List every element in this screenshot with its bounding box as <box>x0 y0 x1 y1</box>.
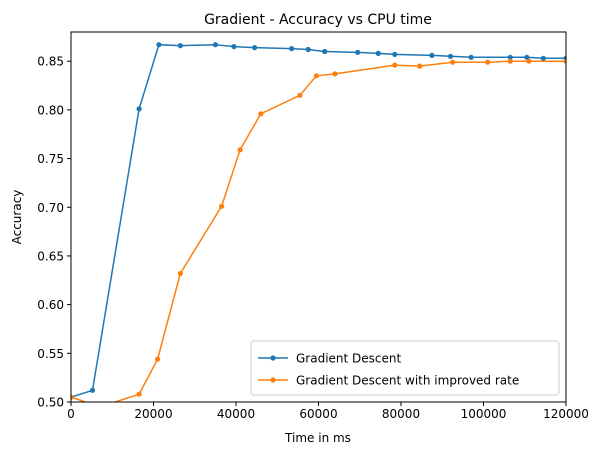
series-1-point-4 <box>177 270 183 277</box>
y-tick-label: 0.60 <box>37 298 64 312</box>
x-tick-label: 0 <box>67 407 75 421</box>
series-0-point-4 <box>177 43 183 49</box>
x-tick-label: 60000 <box>299 407 337 421</box>
series-1-point-17 <box>563 58 566 64</box>
series-1-point-10 <box>332 71 338 77</box>
series-1-point-11 <box>392 62 398 68</box>
y-axis-label: Accuracy <box>10 190 24 245</box>
series-line-1 <box>71 60 566 402</box>
chart-title: Gradient - Accuracy vs CPU time <box>204 12 432 28</box>
y-tick-label: 0.50 <box>37 396 64 410</box>
x-tick-label: 40000 <box>217 407 255 421</box>
series-1-point-6 <box>237 147 243 153</box>
series-1-point-8 <box>297 92 303 98</box>
series-0-point-6 <box>231 44 237 50</box>
series-1-point-16 <box>526 58 532 64</box>
series-0-point-14 <box>429 52 435 59</box>
series-1-point-7 <box>258 111 264 117</box>
y-tick-label: 0.65 <box>37 249 64 263</box>
plot-area <box>71 42 566 409</box>
y-tick-label: 0.75 <box>37 152 64 166</box>
series-1-point-14 <box>485 59 491 65</box>
series-0-point-13 <box>392 51 398 58</box>
y-tick-label: 0.70 <box>37 201 64 215</box>
series-0-point-12 <box>375 50 381 57</box>
series-0-point-3 <box>156 42 162 48</box>
series-1-point-1 <box>97 404 102 409</box>
series-1-point-0 <box>71 394 74 400</box>
series-1-point-13 <box>450 59 456 65</box>
series-1-point-12 <box>417 63 423 69</box>
series-0-point-9 <box>305 46 311 53</box>
series-0-point-18 <box>524 54 530 60</box>
y-tick-label: 0.80 <box>37 103 64 117</box>
y-tick-label: 0.55 <box>37 347 64 361</box>
legend-marker-improved-rate <box>270 377 276 383</box>
series-0-point-15 <box>447 53 454 59</box>
series-1-point-9 <box>313 73 319 79</box>
legend-label-gradient-descent: Gradient Descent <box>296 352 402 366</box>
series-0-point-7 <box>252 45 258 51</box>
x-tick-label: 20000 <box>134 407 172 421</box>
series-1-point-15 <box>507 58 513 64</box>
series-0-point-16 <box>468 54 474 60</box>
y-axis: 0.50 0.55 0.60 0.65 0.70 0.75 0.80 0.85 <box>37 55 71 410</box>
series-0-point-11 <box>355 49 361 56</box>
series-0-point-19 <box>540 55 546 61</box>
x-axis-label: Time in ms <box>284 431 351 445</box>
legend: Gradient Descent Gradient Descent with i… <box>250 340 560 396</box>
x-tick-label: 100000 <box>461 407 507 421</box>
x-tick-label: 120000 <box>543 407 589 421</box>
series-0-point-8 <box>289 46 295 52</box>
series-0-point-17 <box>507 54 513 60</box>
series-0-point-10 <box>322 48 328 55</box>
legend-label-improved-rate: Gradient Descent with improved rate <box>296 374 519 388</box>
legend-marker-gradient-descent <box>270 355 276 361</box>
series-0-point-5 <box>212 42 218 48</box>
x-tick-label: 80000 <box>382 407 420 421</box>
series-0-point-1 <box>89 387 96 393</box>
x-axis: 0 20000 40000 60000 80000 100000 120000 <box>67 402 589 421</box>
series-0-point-2 <box>136 106 142 112</box>
series-1-point-2 <box>136 391 142 397</box>
y-tick-label: 0.85 <box>37 55 64 69</box>
series-1-point-3 <box>155 356 161 362</box>
legend-box <box>250 340 560 396</box>
series-1-point-5 <box>219 203 225 209</box>
